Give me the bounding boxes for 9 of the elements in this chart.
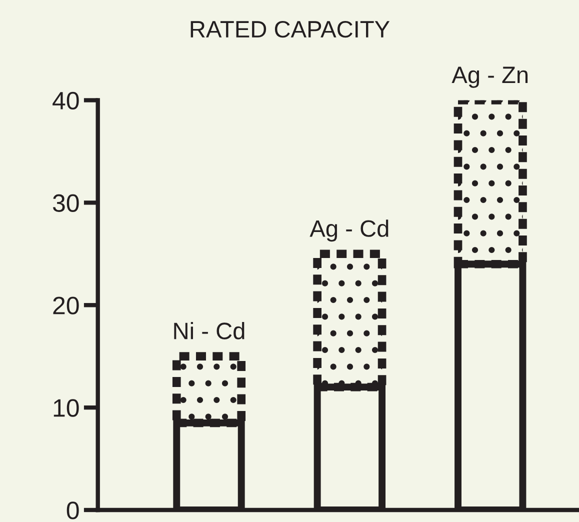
x-tick-label: Ag - Cd (310, 220, 388, 242)
chart-title: RATED CAPACITY (190, 20, 390, 38)
y-tick-label: 0 (66, 502, 79, 520)
y-tick-label: 40 (52, 92, 79, 110)
x-tick-label: Ni - Cd (174, 322, 244, 340)
x-tick-label: Ag - Zn (452, 66, 528, 88)
y-tick-label: 10 (54, 399, 79, 417)
y-tick-label: 20 (53, 296, 79, 314)
y-tick-label: 30 (52, 194, 79, 212)
